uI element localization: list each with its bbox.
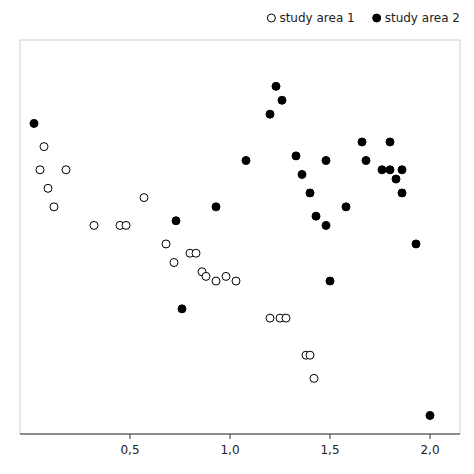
point xyxy=(266,314,274,322)
point xyxy=(322,221,330,229)
point xyxy=(386,166,394,174)
point xyxy=(298,170,306,178)
point xyxy=(306,351,314,359)
point xyxy=(312,212,320,220)
point xyxy=(272,82,280,90)
point xyxy=(44,184,52,192)
x-tick-label: 1,5 xyxy=(320,443,339,457)
point xyxy=(398,189,406,197)
point xyxy=(310,374,318,382)
point xyxy=(178,305,186,313)
point xyxy=(378,166,386,174)
x-tick-label: 2,0 xyxy=(420,443,439,457)
point xyxy=(40,143,48,151)
point xyxy=(162,240,170,248)
point xyxy=(170,258,178,266)
point xyxy=(212,203,220,211)
point xyxy=(192,249,200,257)
point xyxy=(266,110,274,118)
point xyxy=(282,314,290,322)
legend-label: study area 2 xyxy=(385,11,460,25)
point xyxy=(202,272,210,280)
point xyxy=(386,138,394,146)
point xyxy=(122,221,130,229)
point xyxy=(36,166,44,174)
point xyxy=(362,157,370,165)
point xyxy=(398,166,406,174)
point xyxy=(306,189,314,197)
points xyxy=(30,82,434,419)
point xyxy=(292,152,300,160)
x-axis-line xyxy=(20,434,460,435)
point xyxy=(232,277,240,285)
point xyxy=(412,240,420,248)
legend-marker xyxy=(267,14,275,22)
point xyxy=(222,272,230,280)
point xyxy=(30,119,38,127)
point xyxy=(278,96,286,104)
x-tick xyxy=(130,434,131,439)
point xyxy=(50,203,58,211)
legend: study area 1 study area 2 xyxy=(267,11,460,25)
point xyxy=(392,175,400,183)
point xyxy=(342,203,350,211)
legend-marker xyxy=(373,14,381,22)
x-tick xyxy=(230,434,231,439)
legend-label: study area 1 xyxy=(279,11,354,25)
point xyxy=(62,166,70,174)
x-tick-label: 0,5 xyxy=(120,443,139,457)
point xyxy=(326,277,334,285)
chart: 0,5 1,0 1,5 2,0 study area 1 study area 2 xyxy=(0,0,474,474)
x-tick xyxy=(430,434,431,439)
point xyxy=(426,411,434,419)
point xyxy=(172,217,180,225)
plot-frame xyxy=(20,40,460,434)
point xyxy=(212,277,220,285)
x-tick-label: 1,0 xyxy=(220,443,239,457)
point xyxy=(242,157,250,165)
point xyxy=(322,157,330,165)
x-tick xyxy=(330,434,331,439)
point xyxy=(358,138,366,146)
point xyxy=(90,221,98,229)
point xyxy=(140,194,148,202)
